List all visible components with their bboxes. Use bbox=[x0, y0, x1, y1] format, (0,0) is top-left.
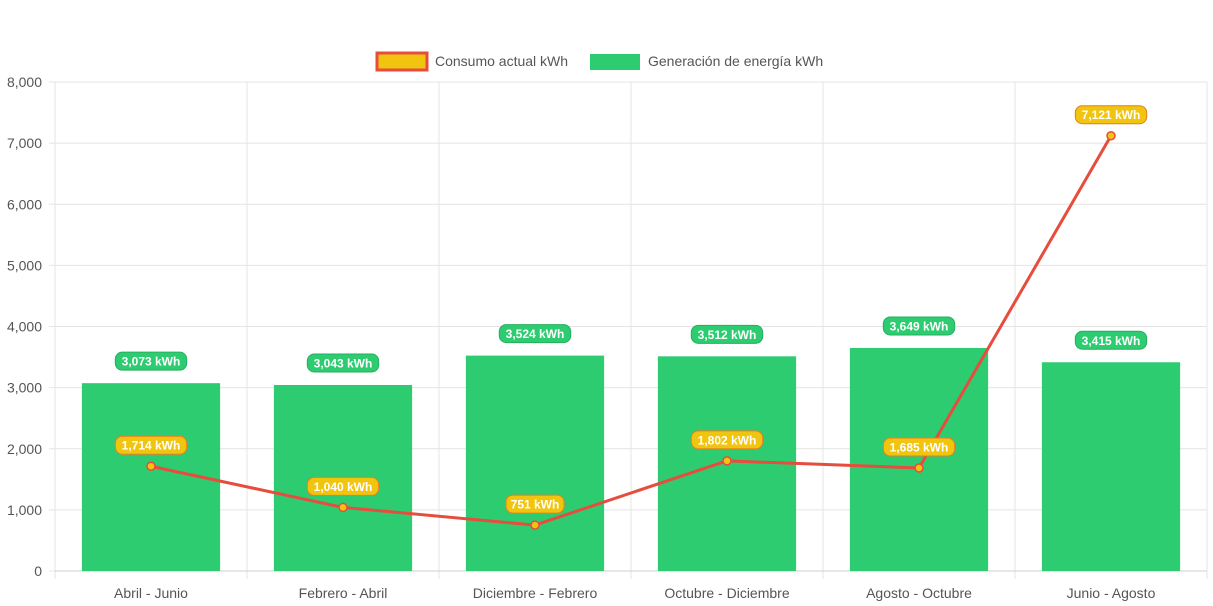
y-tick-label: 2,000 bbox=[7, 441, 42, 457]
line-data-label-bg bbox=[690, 430, 764, 450]
y-tick-label: 6,000 bbox=[7, 196, 42, 212]
line-data-label: 1,714 kWh bbox=[114, 435, 188, 455]
line-data-label: 1,040 kWh bbox=[306, 476, 380, 496]
line-data-label-text: 1,685 kWh bbox=[890, 441, 949, 455]
point-consumo[interactable] bbox=[1106, 130, 1116, 141]
bar-data-label-bg bbox=[498, 324, 572, 344]
bar-generacion[interactable] bbox=[465, 355, 605, 571]
bar-data-label-text: 3,415 kWh bbox=[1082, 334, 1141, 348]
legend: Consumo actual kWh Generación de energía… bbox=[375, 51, 823, 72]
x-category-label: Diciembre - Febrero bbox=[473, 585, 598, 601]
line-data-label-text: 1,802 kWh bbox=[698, 433, 757, 447]
legend-label-consumo[interactable]: Consumo actual kWh bbox=[435, 53, 568, 69]
line-data-label: 1,802 kWh bbox=[690, 430, 764, 450]
line-data-label: 7,121 kWh bbox=[1074, 105, 1148, 125]
line-data-label-bg bbox=[882, 437, 956, 457]
y-tick-label: 5,000 bbox=[7, 257, 42, 273]
line-data-label-bg bbox=[505, 494, 565, 514]
y-tick-label: 3,000 bbox=[7, 380, 42, 396]
grid bbox=[54, 81, 1208, 572]
legend-swatch-generacion[interactable] bbox=[590, 54, 640, 70]
line-series bbox=[146, 130, 1116, 530]
bar-generacion[interactable] bbox=[1041, 362, 1181, 571]
y-tick-label: 7,000 bbox=[7, 135, 42, 151]
bar-data-label: 3,043 kWh bbox=[306, 353, 380, 373]
point-consumo[interactable] bbox=[722, 456, 732, 466]
bar-data-label-text: 3,649 kWh bbox=[890, 319, 949, 333]
bar-data-label-text: 3,073 kWh bbox=[122, 355, 181, 369]
line-data-label: 751 kWh bbox=[505, 494, 565, 514]
point-consumo[interactable] bbox=[146, 461, 156, 471]
bar-data-label-text: 3,524 kWh bbox=[506, 327, 565, 341]
line-data-label: 1,685 kWh bbox=[882, 437, 956, 457]
y-tick-label: 4,000 bbox=[7, 319, 42, 335]
bar-data-label-bg bbox=[1074, 330, 1148, 350]
bar-data-label-bg bbox=[690, 324, 764, 344]
x-category-label: Agosto - Octubre bbox=[866, 585, 972, 601]
bar-data-label: 3,524 kWh bbox=[498, 324, 572, 344]
bar-data-label-bg bbox=[114, 351, 188, 371]
bar-data-label-text: 3,512 kWh bbox=[698, 328, 757, 342]
bar-data-label: 3,073 kWh bbox=[114, 351, 188, 371]
line-consumo bbox=[150, 134, 1113, 527]
x-category-label: Abril - Junio bbox=[114, 585, 188, 601]
bar-data-label-bg bbox=[306, 353, 380, 373]
bar-data-label: 3,649 kWh bbox=[882, 316, 956, 336]
y-tick-label: 1,000 bbox=[7, 502, 42, 518]
bar-generacion[interactable] bbox=[849, 347, 989, 571]
line-data-label-bg bbox=[114, 435, 188, 455]
bar-data-label-text: 3,043 kWh bbox=[314, 356, 373, 370]
point-consumo[interactable] bbox=[914, 463, 924, 473]
line-data-label-text: 751 kWh bbox=[511, 498, 560, 512]
line-data-label-bg bbox=[306, 476, 380, 496]
line-data-label-text: 1,040 kWh bbox=[314, 480, 373, 494]
x-category-label: Octubre - Diciembre bbox=[664, 585, 789, 601]
line-data-label-bg bbox=[1074, 105, 1148, 125]
legend-label-generacion[interactable]: Generación de energía kWh bbox=[648, 53, 823, 69]
line-data-label-text: 1,714 kWh bbox=[122, 439, 181, 453]
legend-swatch-consumo[interactable] bbox=[375, 51, 429, 72]
bar-data-label-bg bbox=[882, 316, 956, 336]
point-consumo[interactable] bbox=[530, 520, 540, 530]
data-labels: 3,073 kWh 3,043 kWh 3,524 kWh 3,512 kWh 3,64… bbox=[114, 105, 1148, 514]
y-tick-label: 0 bbox=[34, 563, 42, 579]
x-category-label: Febrero - Abril bbox=[299, 585, 388, 601]
y-tick-label: 8,000 bbox=[7, 74, 42, 90]
bar-data-label: 3,512 kWh bbox=[690, 324, 764, 344]
bar-data-label: 3,415 kWh bbox=[1074, 330, 1148, 350]
axes: 0 1,000 2,000 3,000 4,000 5,000 6,000 7,000 8,00… bbox=[7, 74, 1208, 601]
point-consumo[interactable] bbox=[338, 502, 348, 513]
line-data-label-text: 7,121 kWh bbox=[1082, 108, 1141, 122]
x-category-label: Junio - Agosto bbox=[1067, 585, 1156, 601]
